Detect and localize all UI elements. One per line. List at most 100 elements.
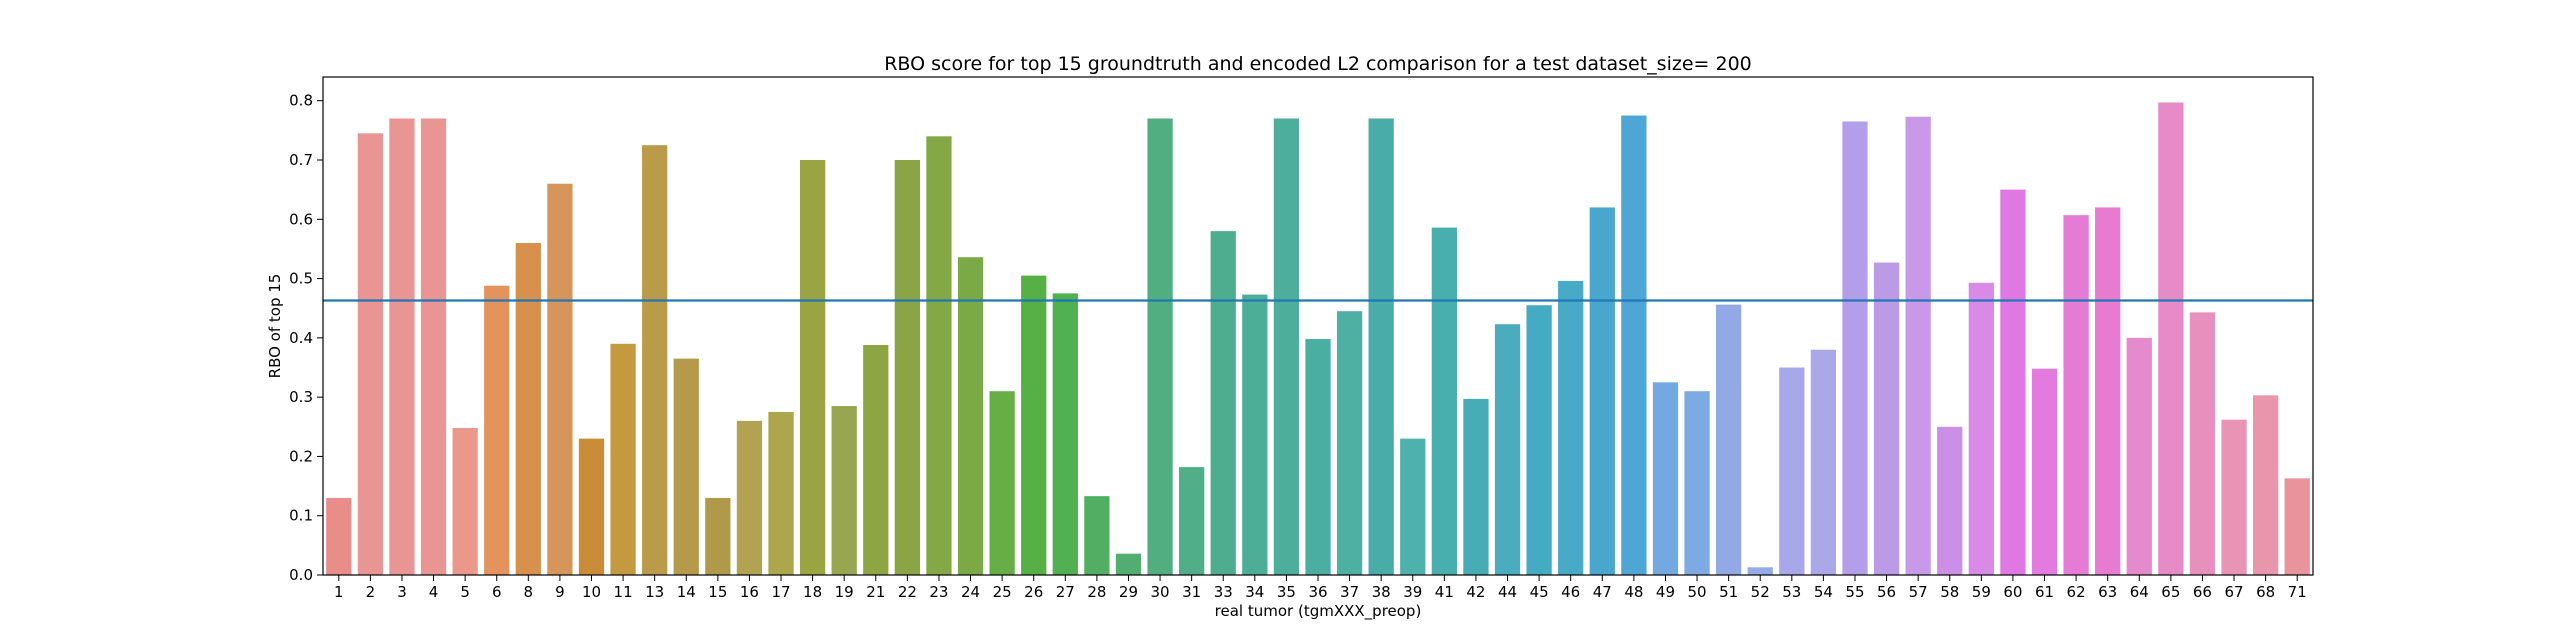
x-tick-label: 56 (1877, 583, 1896, 601)
bar-56 (1873, 262, 1900, 575)
y-tick-label: 0.7 (289, 151, 313, 169)
bar-23 (926, 136, 952, 576)
bar-25 (989, 391, 1015, 575)
x-tick-label: 54 (1814, 583, 1833, 601)
bar-35 (1273, 118, 1300, 575)
bar-26 (1021, 275, 1047, 575)
x-tick-label: 55 (1845, 583, 1864, 601)
bar-15 (705, 497, 731, 575)
x-tick-label: 21 (866, 583, 885, 601)
x-tick-label: 53 (1782, 583, 1801, 601)
x-tick-label: 14 (677, 583, 696, 601)
x-tick-label: 52 (1751, 583, 1770, 601)
bar-53 (1779, 367, 1805, 575)
bar-30 (1147, 118, 1173, 575)
bar-47 (1589, 207, 1615, 575)
x-tick-label: 37 (1340, 583, 1359, 601)
x-tick-label: 17 (771, 583, 790, 601)
x-tick-label: 62 (2067, 583, 2086, 601)
x-tick-label: 49 (1656, 583, 1675, 601)
bar-48 (1621, 115, 1647, 575)
x-tick-label: 26 (1024, 583, 1043, 601)
x-tick-label: 22 (898, 583, 917, 601)
bar-2 (357, 133, 384, 575)
bar-10 (578, 438, 605, 575)
x-tick-label: 60 (2003, 583, 2022, 601)
x-tick-label: 58 (1940, 583, 1959, 601)
x-tick-label: 42 (1466, 583, 1485, 601)
y-tick-label: 0.5 (289, 270, 313, 288)
x-tick-label: 44 (1498, 583, 1517, 601)
bar-11 (610, 343, 636, 575)
bar-59 (1968, 282, 1994, 575)
bar-3 (389, 118, 415, 575)
x-tick-label: 65 (2161, 583, 2180, 601)
bar-38 (1368, 118, 1394, 575)
bar-17 (768, 411, 794, 575)
x-axis-label: real tumor (tgmXXX_preop) (1215, 602, 1422, 621)
bar-39 (1400, 438, 1426, 575)
x-tick-label: 64 (2130, 583, 2149, 601)
x-tick-label: 18 (803, 583, 822, 601)
bar-37 (1336, 311, 1363, 575)
x-tick-label: 16 (740, 583, 759, 601)
bar-6 (484, 285, 510, 575)
x-tick-label: 30 (1151, 583, 1170, 601)
bar-49 (1652, 382, 1679, 575)
bar-45 (1526, 305, 1552, 575)
bar-14 (673, 358, 699, 575)
bar-31 (1179, 467, 1205, 575)
x-tick-label: 45 (1530, 583, 1549, 601)
x-tick-label: 57 (1909, 583, 1928, 601)
bar-34 (1242, 294, 1268, 575)
x-tick-label: 19 (835, 583, 854, 601)
bar-18 (799, 160, 826, 575)
x-tick-label: 10 (582, 583, 601, 601)
y-ticks-group: 0.0 0.1 0.2 0.3 0.4 0.5 0.6 0.7 0.8 (289, 92, 323, 584)
x-tick-label: 39 (1403, 583, 1422, 601)
bar-50 (1684, 391, 1710, 575)
bar-28 (1084, 496, 1110, 575)
x-tick-label: 24 (961, 583, 980, 601)
bar-71 (2284, 478, 2310, 575)
bar-9 (547, 183, 573, 575)
x-tick-label: 4 (429, 583, 439, 601)
y-tick-label: 0.0 (289, 566, 313, 584)
bar-41 (1431, 227, 1457, 575)
y-tick-label: 0.2 (289, 447, 313, 465)
x-tick-label: 3 (397, 583, 407, 601)
x-tick-label: 13 (645, 583, 664, 601)
x-tick-label: 2 (366, 583, 376, 601)
bar-58 (1937, 426, 1963, 575)
bar-1 (326, 497, 352, 575)
x-tick-label: 66 (2193, 583, 2212, 601)
bar-21 (863, 344, 889, 575)
y-tick-label: 0.4 (289, 329, 313, 347)
bar-8 (515, 243, 541, 575)
y-tick-label: 0.3 (289, 388, 313, 406)
bar-51 (1716, 304, 1742, 575)
x-tick-label: 11 (614, 583, 633, 601)
bar-57 (1905, 116, 1931, 575)
x-tick-label: 25 (993, 583, 1012, 601)
x-tick-label: 35 (1277, 583, 1296, 601)
bar-4 (420, 118, 447, 575)
chart-title: RBO score for top 15 groundtruth and enc… (884, 53, 1752, 75)
x-ticks-group: 1 2 3 4 5 6 8 9 10 11 13 14 15 16 17 18 19 21 22 23 24 25 26 27… (334, 575, 2307, 601)
bar-65 (2158, 102, 2184, 576)
plot-frame (322, 76, 2314, 576)
bar-46 (1558, 280, 1584, 575)
bar-5 (452, 427, 478, 575)
x-tick-label: 8 (524, 583, 534, 601)
bar-42 (1463, 398, 1489, 575)
x-tick-label: 41 (1435, 583, 1454, 601)
bar-64 (2126, 337, 2152, 575)
y-tick-label: 0.8 (289, 92, 313, 110)
bar-44 (1494, 324, 1521, 575)
bar-61 (2031, 368, 2058, 575)
x-tick-label: 51 (1719, 583, 1738, 601)
bar-22 (894, 160, 920, 575)
bar-54 (1810, 349, 1837, 575)
x-tick-label: 27 (1056, 583, 1075, 601)
